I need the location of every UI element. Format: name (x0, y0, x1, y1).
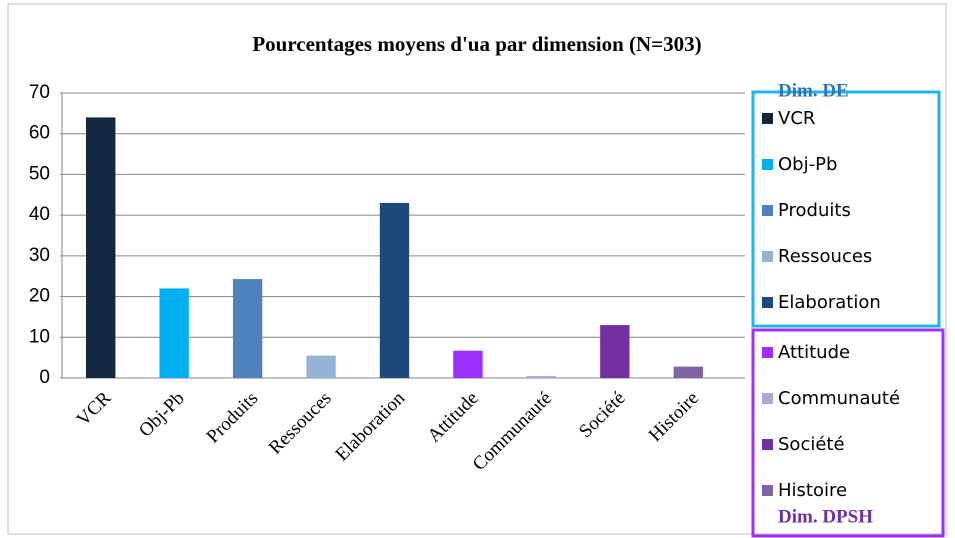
legend-swatch (762, 251, 773, 262)
bar (453, 350, 483, 378)
y-tick-label: 60 (29, 123, 50, 144)
annotation: Dim. DPSH (778, 506, 873, 527)
legend-box-de (751, 90, 941, 328)
bar (600, 325, 630, 378)
legend-swatch (762, 113, 773, 124)
y-tick-label: 20 (29, 286, 50, 307)
legend-label: Attitude (778, 342, 850, 363)
legend-label: Société (778, 434, 845, 455)
legend-box-dpsh (751, 328, 945, 538)
bar (159, 288, 189, 378)
y-tick-label: 0 (39, 367, 50, 388)
bar (379, 202, 410, 378)
legend-label: Obj-Pb (778, 154, 837, 175)
bar (232, 279, 263, 378)
y-tick-label: 10 (29, 326, 50, 347)
legend-label: Elaboration (778, 292, 881, 313)
y-tick-label: 70 (29, 82, 50, 103)
bar (306, 355, 336, 378)
legend-swatch (762, 439, 773, 450)
y-tick-label: 50 (29, 163, 50, 184)
bar (86, 117, 116, 378)
legend-swatch (762, 485, 773, 496)
legend-label: Communauté (778, 388, 900, 409)
legend-swatch (762, 347, 773, 358)
legend-swatch (762, 297, 773, 308)
annotation: Dim. DE (778, 80, 849, 101)
legend-label: Produits (778, 200, 851, 221)
bar (673, 366, 703, 378)
y-tick-label: 30 (29, 245, 50, 266)
legend-swatch (762, 159, 773, 170)
legend-swatch (762, 393, 773, 404)
legend-label: VCR (778, 108, 815, 129)
legend-swatch (762, 205, 773, 216)
y-tick-label: 40 (29, 204, 50, 225)
chart-title: Pourcentages moyens d'ua par dimension (… (252, 32, 701, 56)
legend-label: Histoire (778, 480, 847, 501)
legend-label: Ressouces (778, 246, 872, 267)
bar (526, 375, 557, 378)
